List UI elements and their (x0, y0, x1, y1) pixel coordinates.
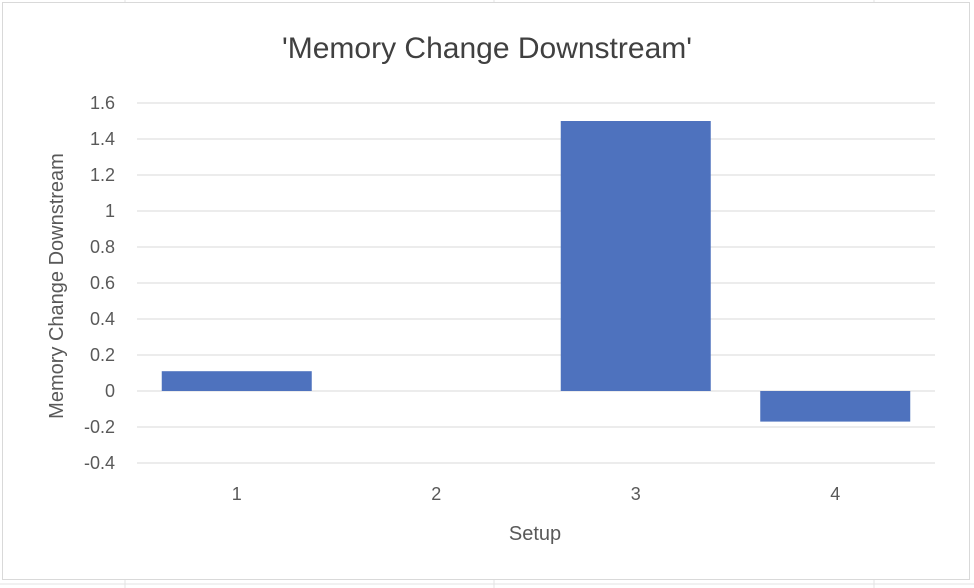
y-tick-label: 1.6 (90, 93, 115, 113)
y-tick-label: -0.4 (84, 453, 115, 473)
y-tick-label: 1.4 (90, 129, 115, 149)
x-tick-label: 1 (232, 484, 242, 504)
y-tick-label: 0.6 (90, 273, 115, 293)
y-tick-label: 1 (105, 201, 115, 221)
chart-area[interactable] (2, 2, 970, 580)
x-tick-label: 4 (830, 484, 840, 504)
y-tick-label: -0.2 (84, 417, 115, 437)
bar-setup-4[interactable] (760, 391, 911, 422)
y-tick-label: 0 (105, 381, 115, 401)
x-axis-label: Setup (509, 523, 561, 545)
bar-setup-1[interactable] (161, 371, 312, 391)
chart-title: 'Memory Change Downstream' (282, 32, 692, 65)
bar-setup-3[interactable] (560, 121, 711, 391)
y-tick-label: 0.4 (90, 309, 115, 329)
y-tick-label: 1.2 (90, 165, 115, 185)
y-tick-label: 0.8 (90, 237, 115, 257)
y-axis-label: Memory Change Downstream (46, 153, 68, 419)
x-tick-label: 2 (431, 484, 441, 504)
y-tick-label: 0.2 (90, 345, 115, 365)
x-tick-label: 3 (631, 484, 641, 504)
